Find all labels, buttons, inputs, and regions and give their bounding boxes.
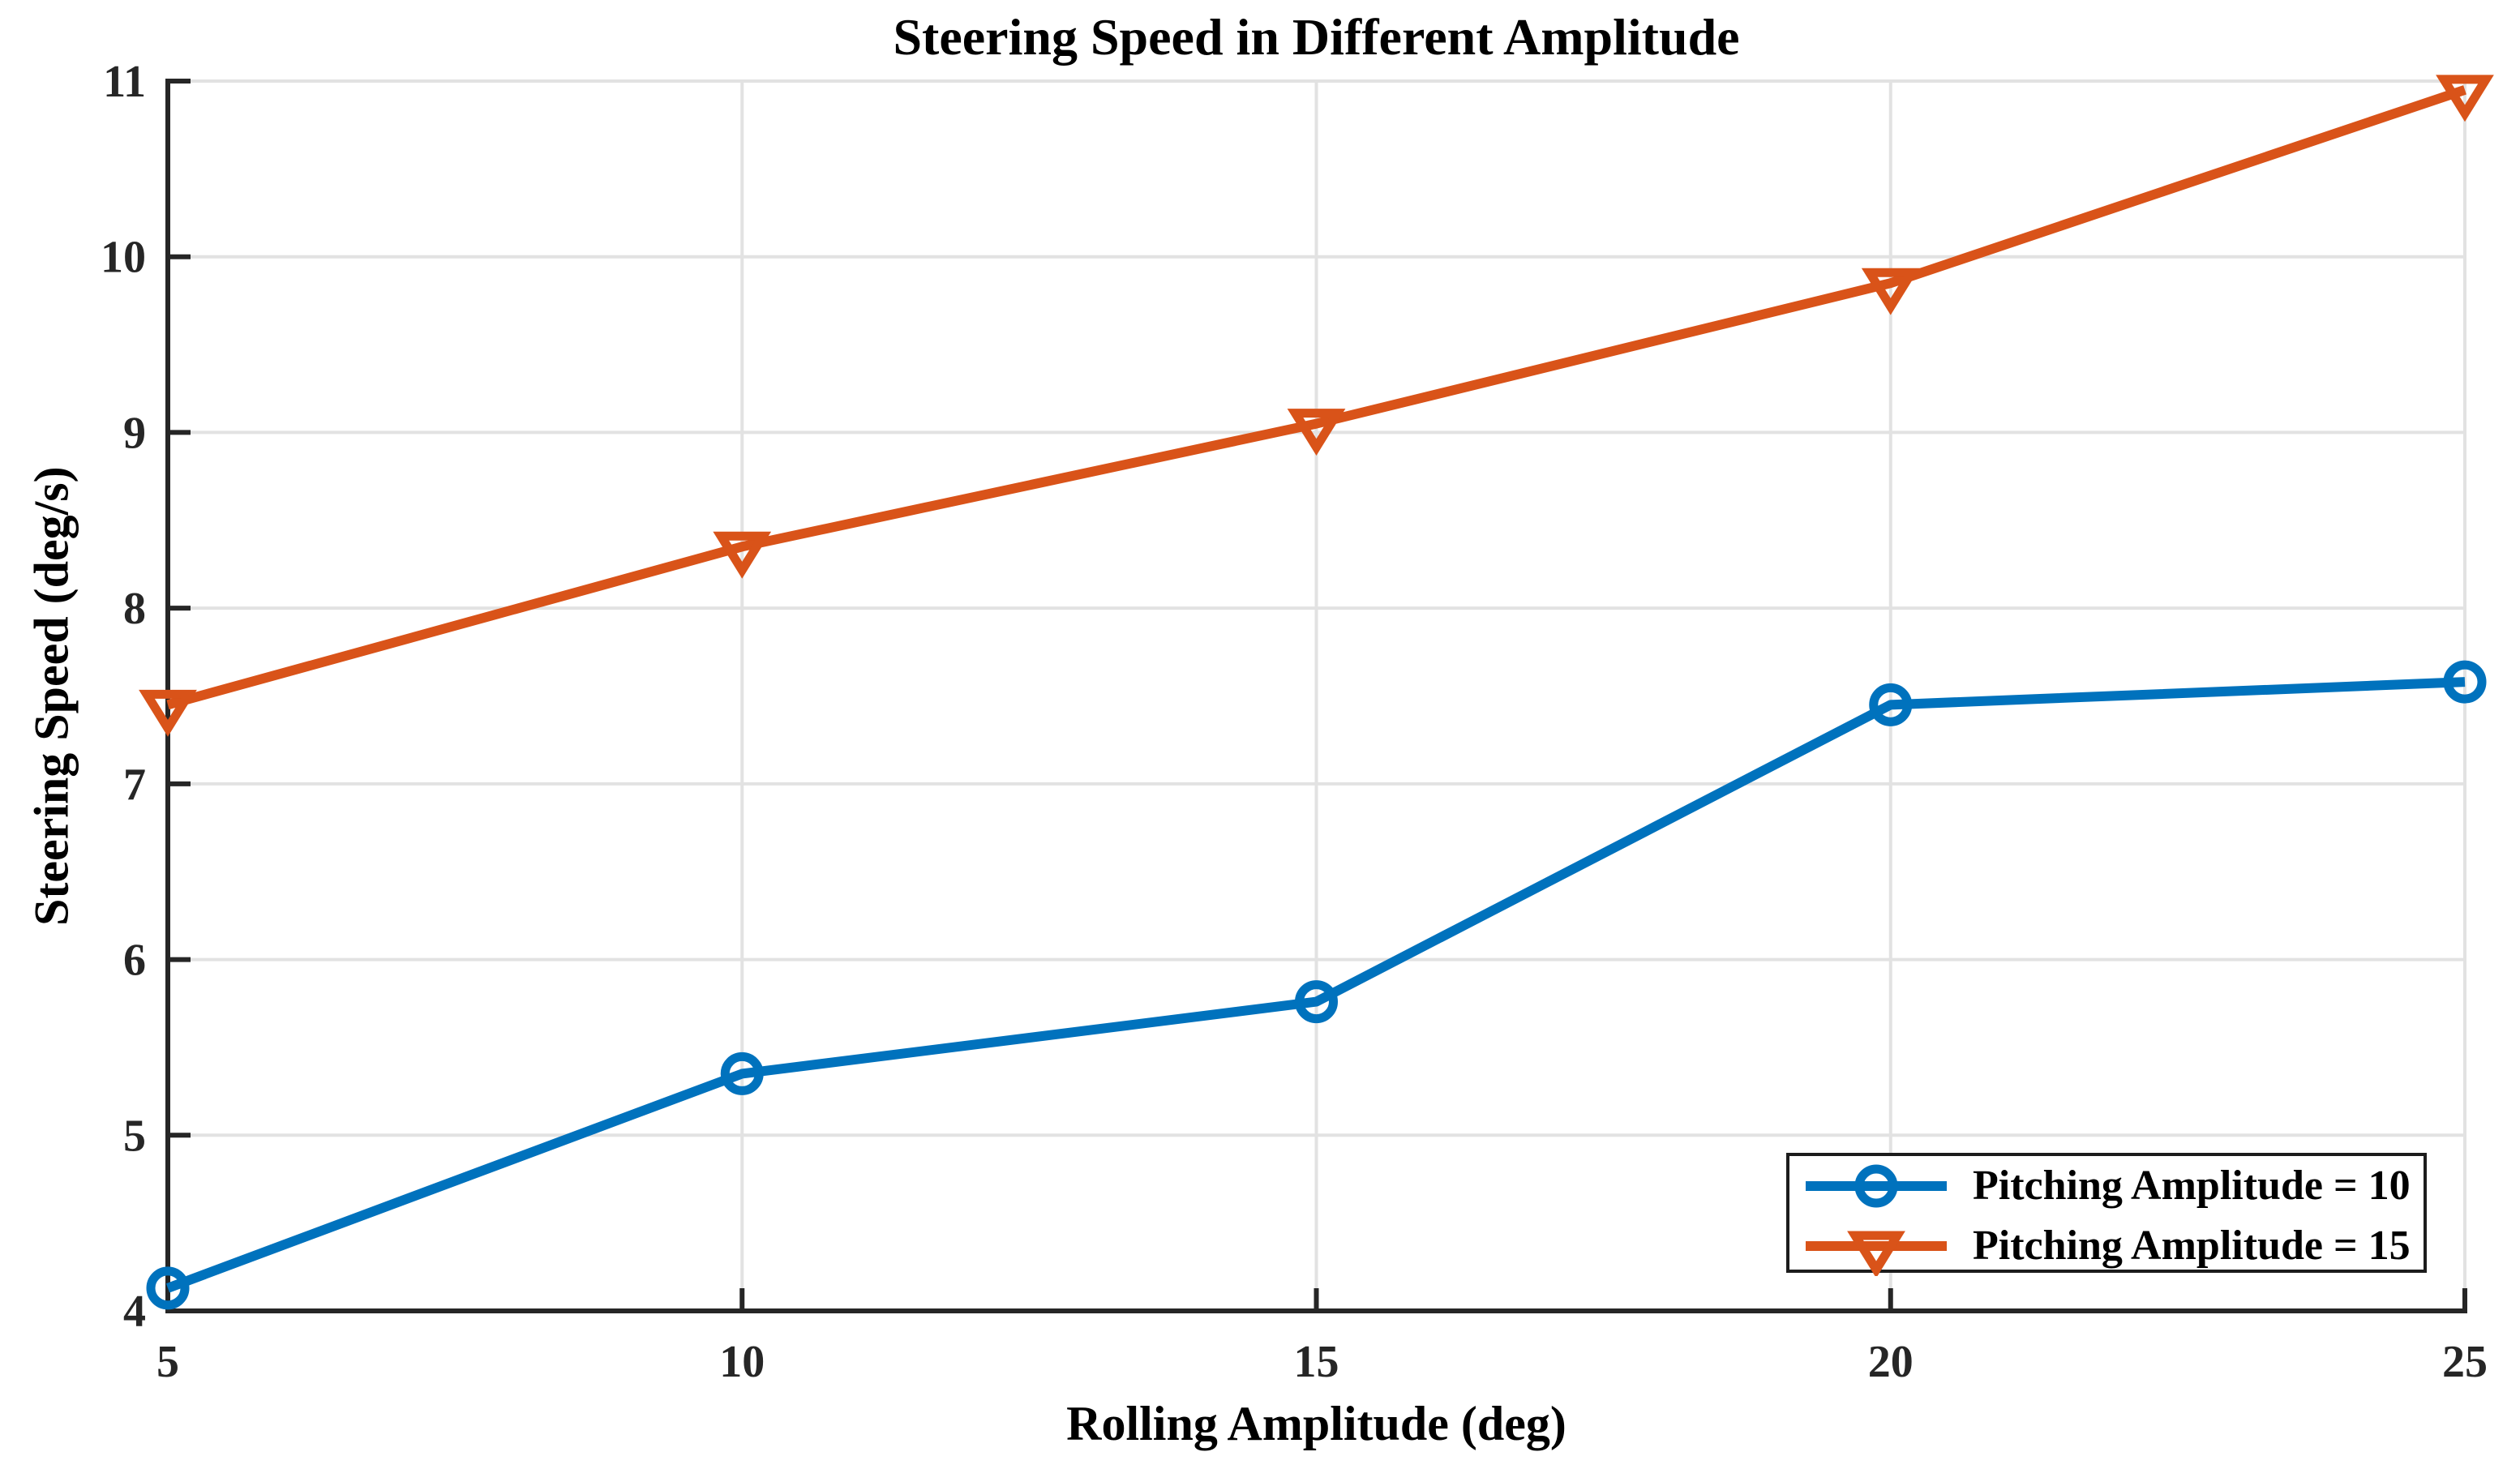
x-axis-label: Rolling Amplitude (deg) [1066,1397,1566,1450]
series-line [166,85,2466,710]
y-tick-label: 9 [123,408,146,458]
circle-marker-icon [1295,980,1338,1024]
triangle-down-marker-icon [713,531,772,579]
y-tick-label: 8 [123,584,146,634]
y-tick-label: 10 [101,233,146,283]
x-tick-label: 25 [2442,1337,2488,1387]
circle-marker-icon [2443,660,2487,704]
x-tick-label: 5 [156,1337,179,1387]
triangle-down-marker-icon [139,689,197,737]
triangle-down-marker-icon [1847,1231,1905,1276]
circle-marker-icon [1854,1164,1898,1208]
y-tick-label: 7 [123,760,146,810]
y-tick-label: 4 [123,1287,146,1337]
circle-marker-icon [146,1266,190,1310]
chart-title: Steering Speed in Different Amplitude [893,8,1740,66]
y-tick-label: 11 [103,57,146,107]
triangle-down-marker-icon [1287,409,1346,456]
legend-sample-triangle-line [1806,1231,1947,1276]
x-tick-label: 10 [719,1337,765,1387]
series-line [165,677,2466,1293]
legend-label-pitching-10: Pitching Amplitude = 10 [1973,1163,2411,1209]
x-tick-label: 15 [1294,1337,1339,1387]
legend-row-pitching-15: Pitching Amplitude = 15 [1799,1216,2424,1276]
legend-row-pitching-10: Pitching Amplitude = 10 [1799,1156,2424,1216]
x-tick-label: 20 [1868,1337,1914,1387]
legend-label-pitching-15: Pitching Amplitude = 15 [1973,1223,2411,1269]
legend-box: Pitching Amplitude = 10 Pitching Amplitu… [1786,1153,2427,1276]
triangle-down-marker-icon [2436,75,2494,122]
legend-sample-circle-line [1806,1164,1947,1208]
y-axis-label: Steering Speed (deg/s) [24,466,79,926]
triangle-down-marker-icon [1861,268,1920,315]
y-tick-label: 6 [123,936,146,986]
circle-marker-icon [1869,683,1913,726]
y-tick-label: 5 [123,1111,146,1161]
circle-marker-icon [720,1051,764,1095]
